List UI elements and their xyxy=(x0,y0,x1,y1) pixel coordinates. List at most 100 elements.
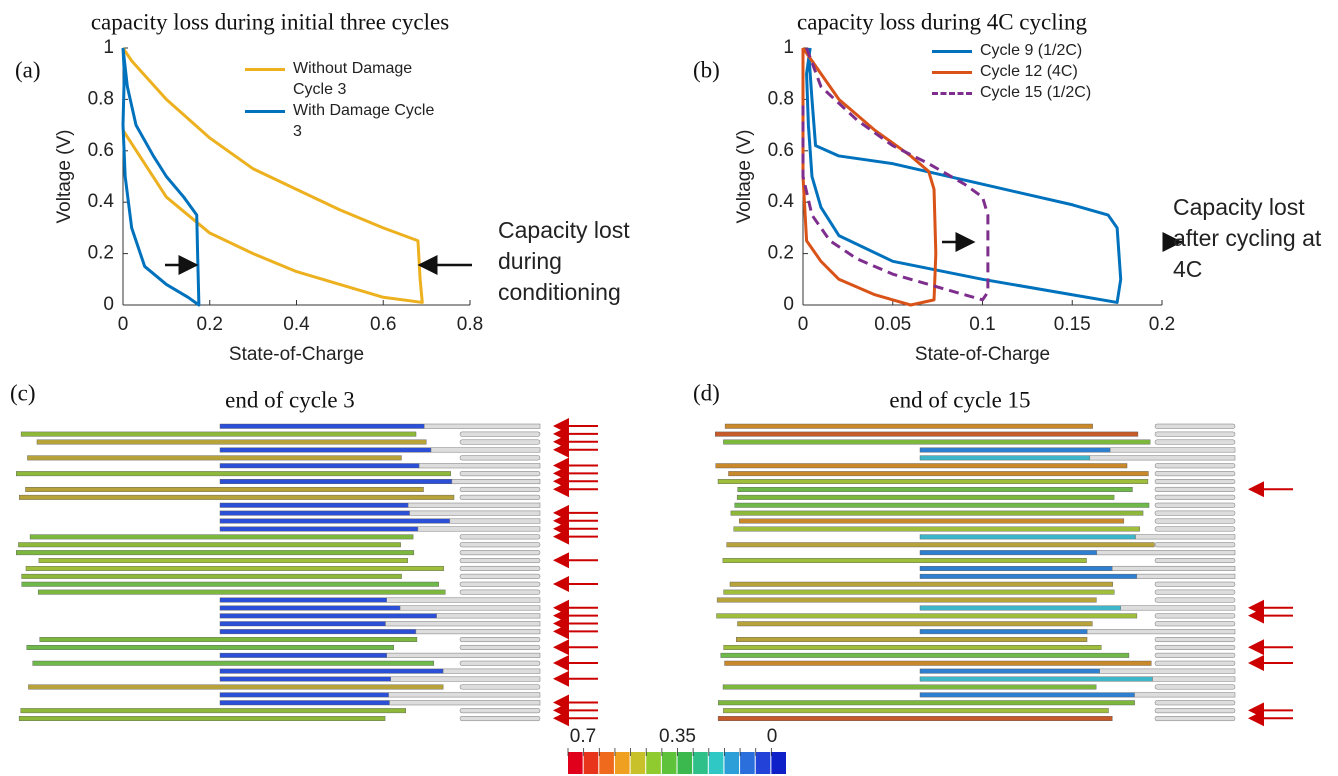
particle xyxy=(32,660,435,666)
legend: Cycle 9 (1/2C) Cycle 12 (4C) Cycle 15 (1/2… xyxy=(932,40,1132,103)
particle xyxy=(407,502,541,508)
particle xyxy=(919,668,1100,674)
particle xyxy=(219,447,432,453)
annotation: Capacity lost during conditioning xyxy=(498,217,630,305)
particle xyxy=(20,431,417,437)
particle xyxy=(1154,708,1236,714)
particle xyxy=(386,597,541,603)
particle xyxy=(21,581,439,587)
particle xyxy=(722,684,1097,690)
particle xyxy=(724,423,1093,429)
x-tick-label: 0.2 xyxy=(1149,314,1175,335)
particle xyxy=(1154,542,1236,548)
legend: Without Damage Cycle 3 With Damage Cycle … xyxy=(245,58,435,142)
particle xyxy=(219,502,409,508)
colorbar-cell xyxy=(708,752,724,774)
particle xyxy=(219,479,453,484)
series-line xyxy=(121,47,201,307)
particle xyxy=(459,534,541,540)
particle xyxy=(1154,494,1236,500)
particle xyxy=(459,708,541,714)
particle xyxy=(459,494,541,500)
particle xyxy=(219,518,451,524)
particle xyxy=(723,439,1151,445)
legend-swatch xyxy=(932,71,972,74)
x-tick-label: 0.6 xyxy=(370,314,396,335)
particle xyxy=(417,526,541,532)
particle xyxy=(1134,692,1236,698)
particle xyxy=(1154,518,1236,524)
colorbar-cell xyxy=(646,752,661,774)
particle xyxy=(734,502,1150,508)
particle xyxy=(720,652,1130,658)
particle xyxy=(1154,431,1236,437)
series-line xyxy=(801,47,938,307)
particle xyxy=(459,644,541,650)
chart-title: capacity loss during 4C cycling xyxy=(797,9,1087,34)
particle xyxy=(436,613,541,619)
particle xyxy=(919,676,1153,682)
particle xyxy=(27,455,402,461)
particle xyxy=(919,550,1098,556)
particle xyxy=(459,573,541,579)
panel-title: end of cycle 3 xyxy=(225,387,355,412)
colorbar-tick-label: 0 xyxy=(767,726,778,747)
series-line xyxy=(805,47,1123,304)
legend-swatch xyxy=(932,50,972,53)
particle xyxy=(919,566,1113,571)
particle xyxy=(430,447,541,453)
particle xyxy=(219,668,444,674)
particle xyxy=(389,700,541,706)
panel-label: (a) xyxy=(15,57,41,82)
particle xyxy=(1154,486,1236,492)
particle xyxy=(388,692,541,698)
particle xyxy=(25,566,444,571)
particle xyxy=(1152,676,1236,682)
particle xyxy=(219,605,401,611)
x-tick-label: 0 xyxy=(798,314,809,335)
particle xyxy=(37,589,446,595)
colorbar-cell xyxy=(771,752,786,774)
y-tick-label: 0.4 xyxy=(88,191,115,212)
particle xyxy=(723,645,1102,650)
x-tick-label: 0 xyxy=(118,314,129,335)
series-line xyxy=(121,47,424,304)
panel-label: (d) xyxy=(693,380,720,405)
legend-label: Cycle 9 (1/2C) xyxy=(980,42,1083,59)
particle xyxy=(219,613,437,619)
particle xyxy=(1154,660,1236,666)
particle xyxy=(723,708,1109,714)
particle xyxy=(723,589,1115,595)
y-tick-label: 0.2 xyxy=(768,243,794,264)
particle xyxy=(718,700,1135,706)
particle xyxy=(717,716,1113,721)
colorbar-cell xyxy=(599,752,614,774)
particle xyxy=(18,716,386,721)
particle xyxy=(726,542,1155,548)
x-tick-label: 0.1 xyxy=(969,314,995,335)
particle xyxy=(1154,700,1236,706)
particle xyxy=(1154,589,1236,595)
particle xyxy=(1154,644,1236,650)
particle xyxy=(39,637,418,642)
particle xyxy=(1154,637,1236,643)
particle xyxy=(459,660,541,666)
legend-swatch xyxy=(245,110,285,113)
particle xyxy=(1154,526,1236,532)
legend-entry: Cycle 9 (1/2C) xyxy=(932,40,1132,61)
x-tick-label: 0.2 xyxy=(197,314,223,335)
particle xyxy=(25,487,424,492)
particle xyxy=(1096,550,1236,556)
particle xyxy=(459,439,541,445)
particle xyxy=(459,565,541,571)
particle xyxy=(386,652,541,658)
particle xyxy=(733,526,1140,532)
particle xyxy=(1154,463,1236,469)
particle xyxy=(919,573,1137,579)
particle xyxy=(1154,581,1236,587)
panel-label: (b) xyxy=(693,57,720,82)
colorbar-cell xyxy=(661,752,677,774)
colorbar-cell xyxy=(568,752,583,774)
particle xyxy=(1154,716,1236,722)
